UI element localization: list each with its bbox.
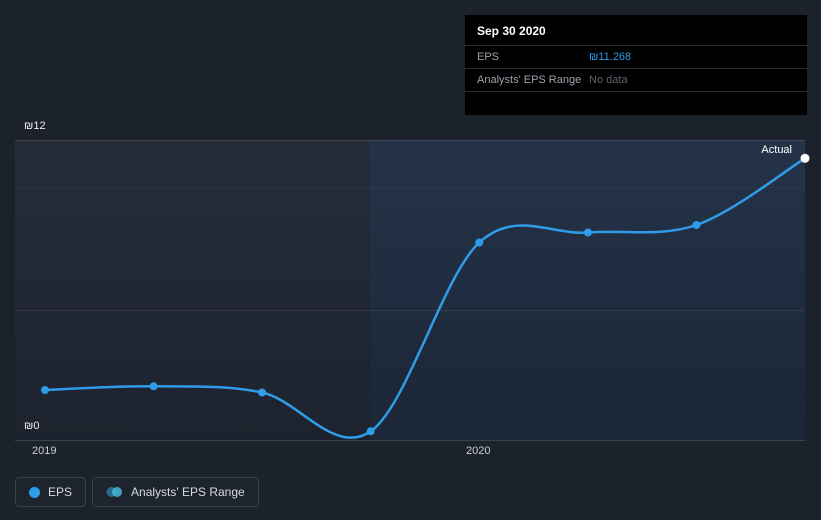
plot-background-recent	[370, 140, 805, 440]
tooltip-eps-value: ₪11.268	[589, 51, 632, 63]
gridline-top	[15, 140, 805, 141]
eps-line	[43, 157, 807, 439]
chart-tooltip: Sep 30 2020 EPS ₪11.268 Analysts' EPS Ra…	[465, 15, 807, 115]
data-point[interactable]	[41, 386, 49, 394]
actual-annotation: Actual	[761, 144, 792, 156]
legend-item-eps[interactable]: EPS	[15, 477, 87, 507]
tooltip-date: Sep 30 2020	[477, 24, 546, 38]
analysts-range-icon	[106, 487, 123, 497]
tooltip-range-label: Analysts' EPS Range	[477, 74, 582, 86]
data-point[interactable]	[366, 427, 375, 436]
legend-range-label: Analysts' EPS Range	[131, 485, 245, 499]
tooltip-divider	[465, 68, 807, 69]
gridline-upper	[15, 187, 805, 188]
eps-series-icon	[29, 486, 40, 498]
tooltip-range-value: No data	[589, 74, 628, 86]
tooltip-divider	[465, 91, 807, 92]
legend-item-analysts-range[interactable]: Analysts' EPS Range	[92, 477, 259, 507]
tooltip-row-eps: EPS ₪11.268	[465, 46, 807, 68]
y-axis-label-max: ₪12	[24, 120, 46, 132]
plot-background-past	[15, 140, 370, 440]
x-axis-label-2020: 2020	[466, 445, 491, 457]
chart-legend: EPS Analysts' EPS Range	[15, 477, 259, 507]
data-point[interactable]	[692, 221, 701, 229]
data-point[interactable]	[149, 382, 158, 391]
tooltip-eps-label: EPS	[477, 51, 500, 63]
gridline-zero-axis	[15, 440, 805, 441]
x-axis-label-2019: 2019	[32, 445, 57, 457]
data-point-latest[interactable]	[800, 153, 810, 163]
data-point[interactable]	[475, 238, 484, 247]
legend-eps-label: EPS	[48, 485, 73, 499]
tooltip-row-range: Analysts' EPS Range No data	[465, 69, 807, 91]
y-axis-label-zero: ₪0	[24, 420, 40, 432]
tooltip-divider	[465, 45, 807, 46]
gridline-middle	[15, 310, 805, 311]
data-point[interactable]	[583, 228, 592, 237]
data-point[interactable]	[258, 388, 267, 397]
